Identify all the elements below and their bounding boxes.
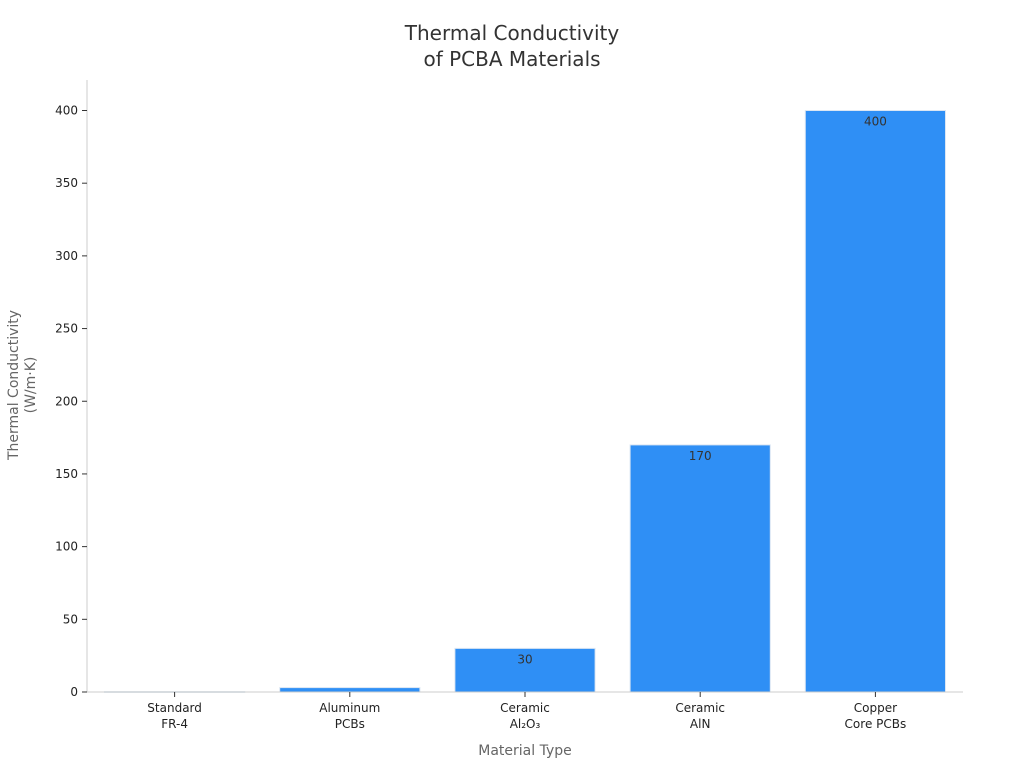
x-tick-label: Core PCBs bbox=[845, 717, 907, 731]
y-axis-title-line-2: (W/m·K) bbox=[23, 357, 39, 414]
bar bbox=[279, 687, 421, 693]
x-tick-label: Aluminum bbox=[319, 701, 380, 715]
data-label: 400 bbox=[864, 115, 887, 129]
x-tick-label: Ceramic bbox=[500, 701, 550, 715]
x-tick-label: FR-4 bbox=[161, 717, 188, 731]
bar bbox=[804, 110, 946, 693]
x-tick-label: Standard bbox=[147, 701, 202, 715]
data-label: 170 bbox=[689, 449, 712, 463]
y-tick-label: 100 bbox=[55, 540, 78, 554]
y-tick-label: 250 bbox=[55, 322, 78, 336]
y-tick-label: 350 bbox=[55, 176, 78, 190]
y-tick-label: 150 bbox=[55, 467, 78, 481]
plot-layer: 0 50 100 150 200 250 300 350 400 Standard FR-4 Alum… bbox=[55, 80, 963, 731]
y-tick-label: 0 bbox=[70, 685, 78, 699]
y-tick-label: 50 bbox=[63, 612, 78, 626]
y-tick-label: 400 bbox=[55, 104, 78, 118]
x-tick-label: Al₂O₃ bbox=[510, 717, 541, 731]
x-tick-label: Copper bbox=[854, 701, 897, 715]
x-tick-label: PCBs bbox=[335, 717, 365, 731]
chart-title-line-2: of PCBA Materials bbox=[423, 47, 600, 71]
data-label: 30 bbox=[517, 652, 532, 666]
y-tick-label: 300 bbox=[55, 249, 78, 263]
x-tick-label: AlN bbox=[690, 717, 711, 731]
bar bbox=[629, 444, 771, 693]
y-axis-title-line-1: Thermal Conductivity bbox=[6, 310, 22, 461]
bar bbox=[454, 647, 596, 693]
chart-title-line-1: Thermal Conductivity bbox=[404, 21, 620, 45]
y-tick-label: 200 bbox=[55, 394, 78, 408]
x-axis-title: Material Type bbox=[478, 743, 571, 759]
x-tick-label: Ceramic bbox=[675, 701, 725, 715]
